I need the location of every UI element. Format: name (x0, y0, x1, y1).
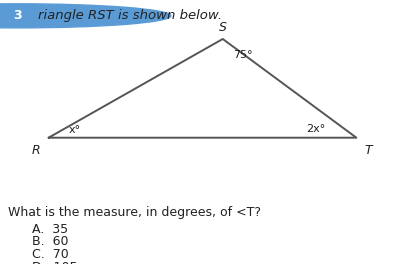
Text: D.  105: D. 105 (32, 261, 78, 264)
Text: 75°: 75° (233, 50, 253, 60)
Text: x°: x° (69, 125, 81, 135)
Text: What is the measure, in degrees, of <T?: What is the measure, in degrees, of <T? (8, 206, 261, 219)
Text: S: S (219, 21, 227, 34)
Text: C.  70: C. 70 (32, 248, 69, 261)
Circle shape (0, 4, 171, 28)
Text: T: T (365, 144, 372, 157)
Text: R: R (32, 144, 41, 157)
Text: B.  60: B. 60 (32, 235, 69, 248)
Text: riangle RST is shown below.: riangle RST is shown below. (38, 9, 223, 22)
Text: 2x°: 2x° (306, 124, 326, 134)
Text: 3: 3 (13, 9, 21, 22)
Text: A.  35: A. 35 (32, 223, 68, 236)
